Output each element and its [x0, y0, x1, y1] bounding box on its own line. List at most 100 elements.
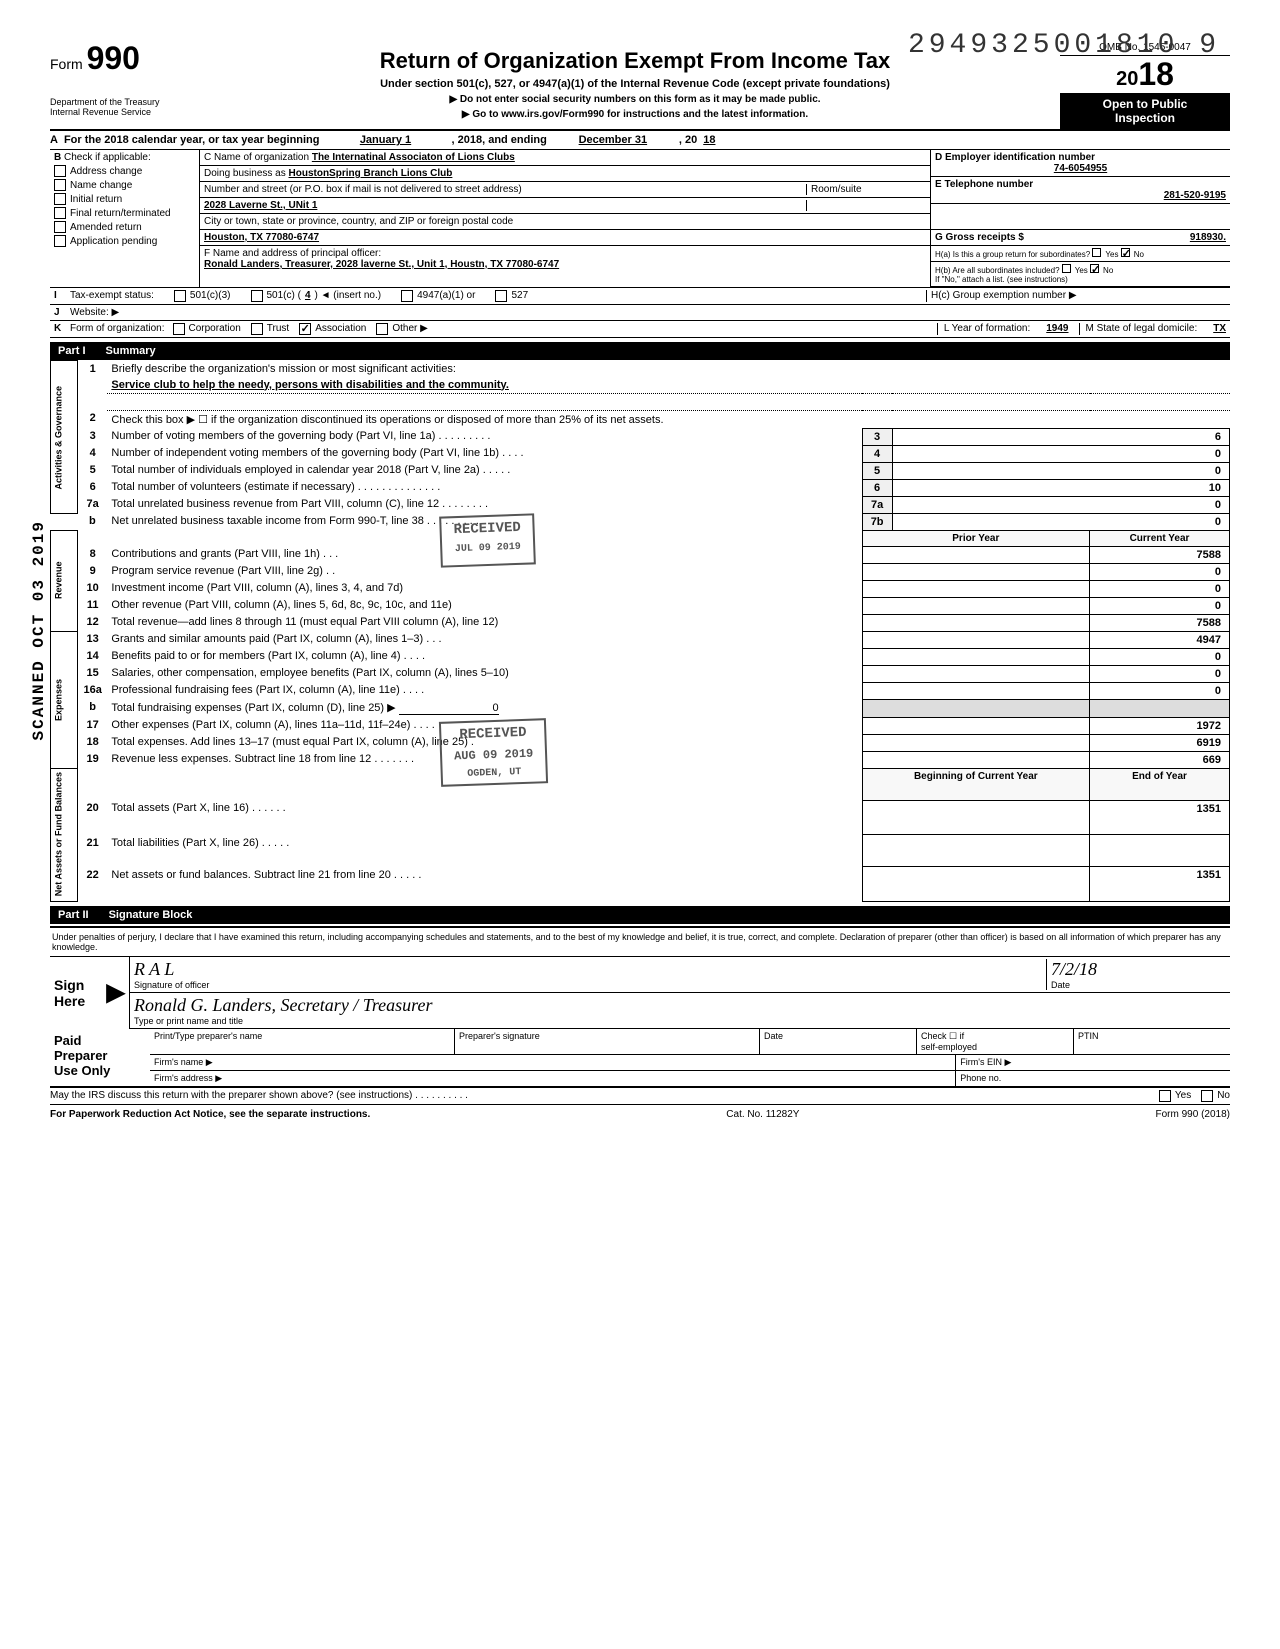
line-a-text: For the 2018 calendar year, or tax year … — [64, 134, 320, 146]
self-emp-check: Check ☐ if — [921, 1031, 964, 1041]
sig-disclaimer: Under penalties of perjury, I declare th… — [50, 928, 1230, 957]
amended-checkbox[interactable] — [54, 221, 66, 233]
addr-change-label: Address change — [70, 166, 142, 177]
no-label: No — [1134, 250, 1144, 259]
assoc-checkbox[interactable] — [299, 323, 311, 335]
line-2: Check this box ▶ ☐ if the organization d… — [107, 410, 1229, 428]
line-7a: Total unrelated business revenue from Pa… — [107, 496, 862, 513]
addr-change-checkbox[interactable] — [54, 165, 66, 177]
dept-treasury: Department of the Treasury — [50, 97, 210, 107]
other-checkbox[interactable] — [376, 323, 388, 335]
tax-year: 18 — [1138, 56, 1174, 92]
end-year-hdr: End of Year — [1090, 768, 1230, 800]
line-a-mid: , 2018, and ending — [452, 134, 547, 146]
street-label: Number and street (or P.O. box if mail i… — [204, 184, 806, 195]
corp-checkbox[interactable] — [173, 323, 185, 335]
part-1-num: Part I — [58, 345, 86, 357]
officer-value: Ronald Landers, Treasurer, 2028 laverne … — [204, 259, 559, 270]
501c-number: 4 — [305, 290, 311, 302]
final-checkbox[interactable] — [54, 207, 66, 219]
line-17-curr: 1972 — [1090, 717, 1230, 734]
ha-label: H(a) Is this a group return for subordin… — [935, 250, 1090, 259]
line-20: Total assets (Part X, line 16) . . . . .… — [107, 800, 862, 834]
form-label: Form — [50, 56, 83, 72]
527-label: 527 — [511, 290, 528, 302]
other-label: Other ▶ — [392, 323, 427, 335]
final-label: Final return/terminated — [70, 208, 171, 219]
prep-date-label: Date — [760, 1029, 917, 1054]
paperwork-notice: For Paperwork Reduction Act Notice, see … — [50, 1109, 370, 1120]
line-16b: Total fundraising expenses (Part IX, col… — [111, 702, 395, 714]
open-public-1: Open to Public — [1064, 97, 1226, 111]
d-label: D Employer identification number — [935, 152, 1095, 163]
c-label: C Name of organization — [204, 152, 309, 163]
hc-label: H(c) Group exemption number ▶ — [926, 290, 1226, 302]
ssn-note: ▶ Do not enter social security numbers o… — [220, 94, 1050, 105]
line-15-curr: 0 — [1090, 665, 1230, 682]
prep-label-2: Preparer — [54, 1048, 146, 1063]
initial-label: Initial return — [70, 194, 122, 205]
name-change-checkbox[interactable] — [54, 179, 66, 191]
501c3-checkbox[interactable] — [174, 290, 186, 302]
pending-checkbox[interactable] — [54, 235, 66, 247]
ha-no-checkbox[interactable] — [1121, 248, 1130, 257]
line-22: Net assets or fund balances. Subtract li… — [107, 867, 862, 901]
hb-note: If "No," attach a list. (see instruction… — [935, 275, 1068, 284]
discuss-yes: Yes — [1175, 1090, 1191, 1102]
line-5: Total number of individuals employed in … — [107, 462, 862, 479]
gross-value: 918930. — [1190, 232, 1226, 243]
line-i: I Tax-exempt status: 501(c)(3) 501(c) ( … — [50, 288, 1230, 305]
name-change-label: Name change — [70, 180, 132, 191]
end-date: December 31 — [553, 134, 673, 146]
501c-checkbox[interactable] — [251, 290, 263, 302]
discuss-no-checkbox[interactable] — [1201, 1090, 1213, 1102]
line-a-suffix: , 20 — [679, 134, 697, 146]
column-d: D Employer identification number74-60549… — [930, 150, 1230, 287]
hb-no-checkbox[interactable] — [1090, 264, 1099, 273]
sig-date: 7/2/18 — [1051, 959, 1097, 979]
signature-block: Under penalties of perjury, I declare th… — [50, 926, 1230, 1029]
line-7a-val: 0 — [892, 496, 1229, 513]
prior-year-hdr: Prior Year — [862, 530, 1089, 546]
4947-checkbox[interactable] — [401, 290, 413, 302]
discuss-no: No — [1217, 1090, 1230, 1102]
city-value: Houston, TX 77080-6747 — [204, 232, 926, 243]
discuss-question: May the IRS discuss this return with the… — [50, 1090, 1159, 1102]
mission-text: Service club to help the needy, persons … — [107, 377, 1229, 394]
f-label: F Name and address of principal officer: — [204, 248, 381, 259]
entity-info: B Check if applicable: Address change Na… — [50, 150, 1230, 288]
line-5-val: 0 — [892, 462, 1229, 479]
yof-label: L Year of formation: — [937, 323, 1036, 335]
ha-yes-checkbox[interactable] — [1092, 248, 1101, 257]
hb-label: H(b) Are all subordinates included? — [935, 266, 1060, 275]
prep-label-3: Use Only — [54, 1063, 146, 1078]
document-id-stamp: 2949325001810 9 — [908, 30, 1220, 61]
initial-checkbox[interactable] — [54, 193, 66, 205]
ein-value: 74-6054955 — [935, 163, 1226, 174]
scanned-stamp: SCANNED OCT 03 2019 — [30, 520, 48, 740]
prep-label-1: Paid — [54, 1033, 146, 1048]
trust-label: Trust — [267, 323, 289, 335]
line-19-curr: 669 — [1090, 751, 1230, 768]
firm-phone-label: Phone no. — [956, 1071, 1230, 1086]
j-letter: J — [54, 307, 70, 318]
trust-checkbox[interactable] — [251, 323, 263, 335]
sign-here-label: Sign Here▶ — [50, 957, 130, 1029]
amended-label: Amended return — [70, 222, 142, 233]
line-16a: Professional fundraising fees (Part IX, … — [107, 682, 862, 699]
527-checkbox[interactable] — [495, 290, 507, 302]
discuss-yes-checkbox[interactable] — [1159, 1090, 1171, 1102]
side-governance: Activities & Governance — [51, 361, 78, 514]
k-letter: K — [54, 323, 70, 335]
line-12: Total revenue—add lines 8 through 11 (mu… — [107, 614, 862, 631]
line-22-end: 1351 — [1090, 867, 1230, 901]
form-number: 990 — [87, 40, 140, 76]
line-6-val: 10 — [892, 479, 1229, 496]
street-value: 2028 Laverne St., UNit 1 — [204, 200, 806, 211]
line-11-curr: 0 — [1090, 597, 1230, 614]
line-k: K Form of organization: Corporation Trus… — [50, 321, 1230, 338]
hb-yes-checkbox[interactable] — [1062, 264, 1071, 273]
yes-label: Yes — [1105, 250, 1118, 259]
stamp2-loc: OGDEN, UT — [455, 767, 535, 781]
line-4-val: 0 — [892, 445, 1229, 462]
